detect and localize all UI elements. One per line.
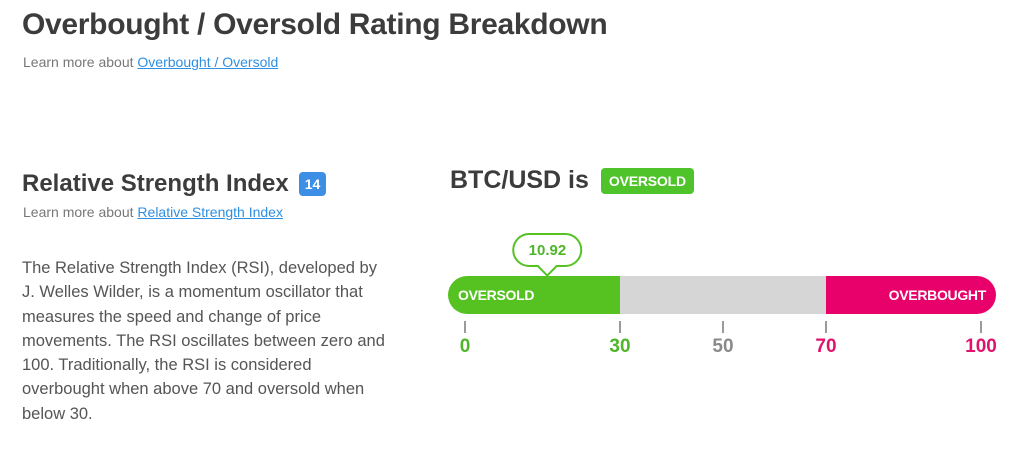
indicator-description: The Relative Strength Index (RSI), devel… xyxy=(22,259,385,423)
oversold-zone-label: OVERSOLD xyxy=(458,287,535,303)
status-badge: OVERSOLD xyxy=(600,167,694,194)
gauge-tick-label: 50 xyxy=(712,336,734,357)
gauge-tick xyxy=(464,321,466,333)
neutral-zone xyxy=(620,276,826,314)
gauge-tick xyxy=(619,321,621,333)
page-title: Overbought / Oversold Rating Breakdown xyxy=(22,8,608,41)
indicator-learn-more-prefix: Learn more about xyxy=(23,204,134,220)
gauge-bar: OVERSOLD OVERBOUGHT xyxy=(448,276,996,314)
overbought-zone-label: OVERBOUGHT xyxy=(888,287,987,303)
gauge-tick xyxy=(722,321,724,333)
overbought-zone: OVERBOUGHT xyxy=(826,276,996,314)
learn-more-line: Learn more about Overbought / Oversold xyxy=(23,54,278,70)
gauge-tick-label: 30 xyxy=(609,336,631,357)
indicator-heading: Relative Strength Index 14 xyxy=(22,170,327,198)
gauge-tick xyxy=(825,321,827,333)
learn-more-prefix: Learn more about xyxy=(23,54,134,70)
rsi-gauge: 10.92 OVERSOLD OVERBOUGHT 0 30 50 70 100 xyxy=(448,230,998,360)
gauge-tick-label: 0 xyxy=(459,336,471,357)
period-badge: 14 xyxy=(298,172,327,196)
gauge-tick xyxy=(980,321,982,333)
status-heading: BTC/USD is OVERSOLD xyxy=(450,166,694,195)
rsi-link[interactable]: Relative Strength Index xyxy=(137,204,283,220)
pair-status-text: BTC/USD is xyxy=(450,166,589,194)
oversold-zone: OVERSOLD xyxy=(448,276,620,314)
indicator-title: Relative Strength Index xyxy=(22,170,289,197)
overbought-oversold-link[interactable]: Overbought / Oversold xyxy=(137,54,279,70)
value-marker: 10.92 xyxy=(512,233,583,267)
indicator-learn-more-line: Learn more about Relative Strength Index xyxy=(23,204,283,220)
gauge-tick-label: 100 xyxy=(965,336,997,357)
gauge-tick-label: 70 xyxy=(815,336,837,357)
